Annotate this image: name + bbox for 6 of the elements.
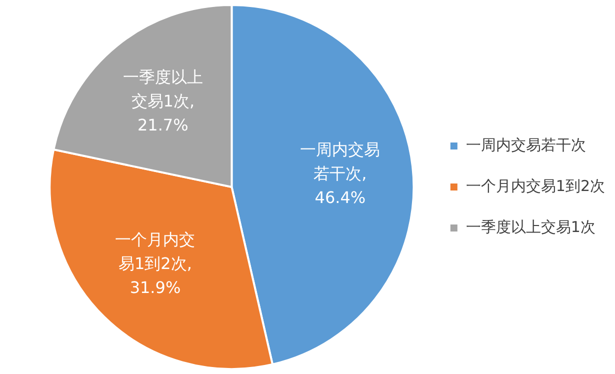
legend-label: 一季度以上交易1次: [466, 218, 596, 236]
legend-label: 一周内交易若干次: [466, 136, 586, 154]
data-label: 一季度以上交易1次, 21.7%: [122, 67, 203, 134]
legend-label: 一个月内交易1到2次: [466, 176, 606, 195]
data-label: 一周内交易若干次, 46.4%: [300, 140, 380, 207]
data-label: 一个月内交易1到2次, 31.9%: [115, 230, 196, 298]
